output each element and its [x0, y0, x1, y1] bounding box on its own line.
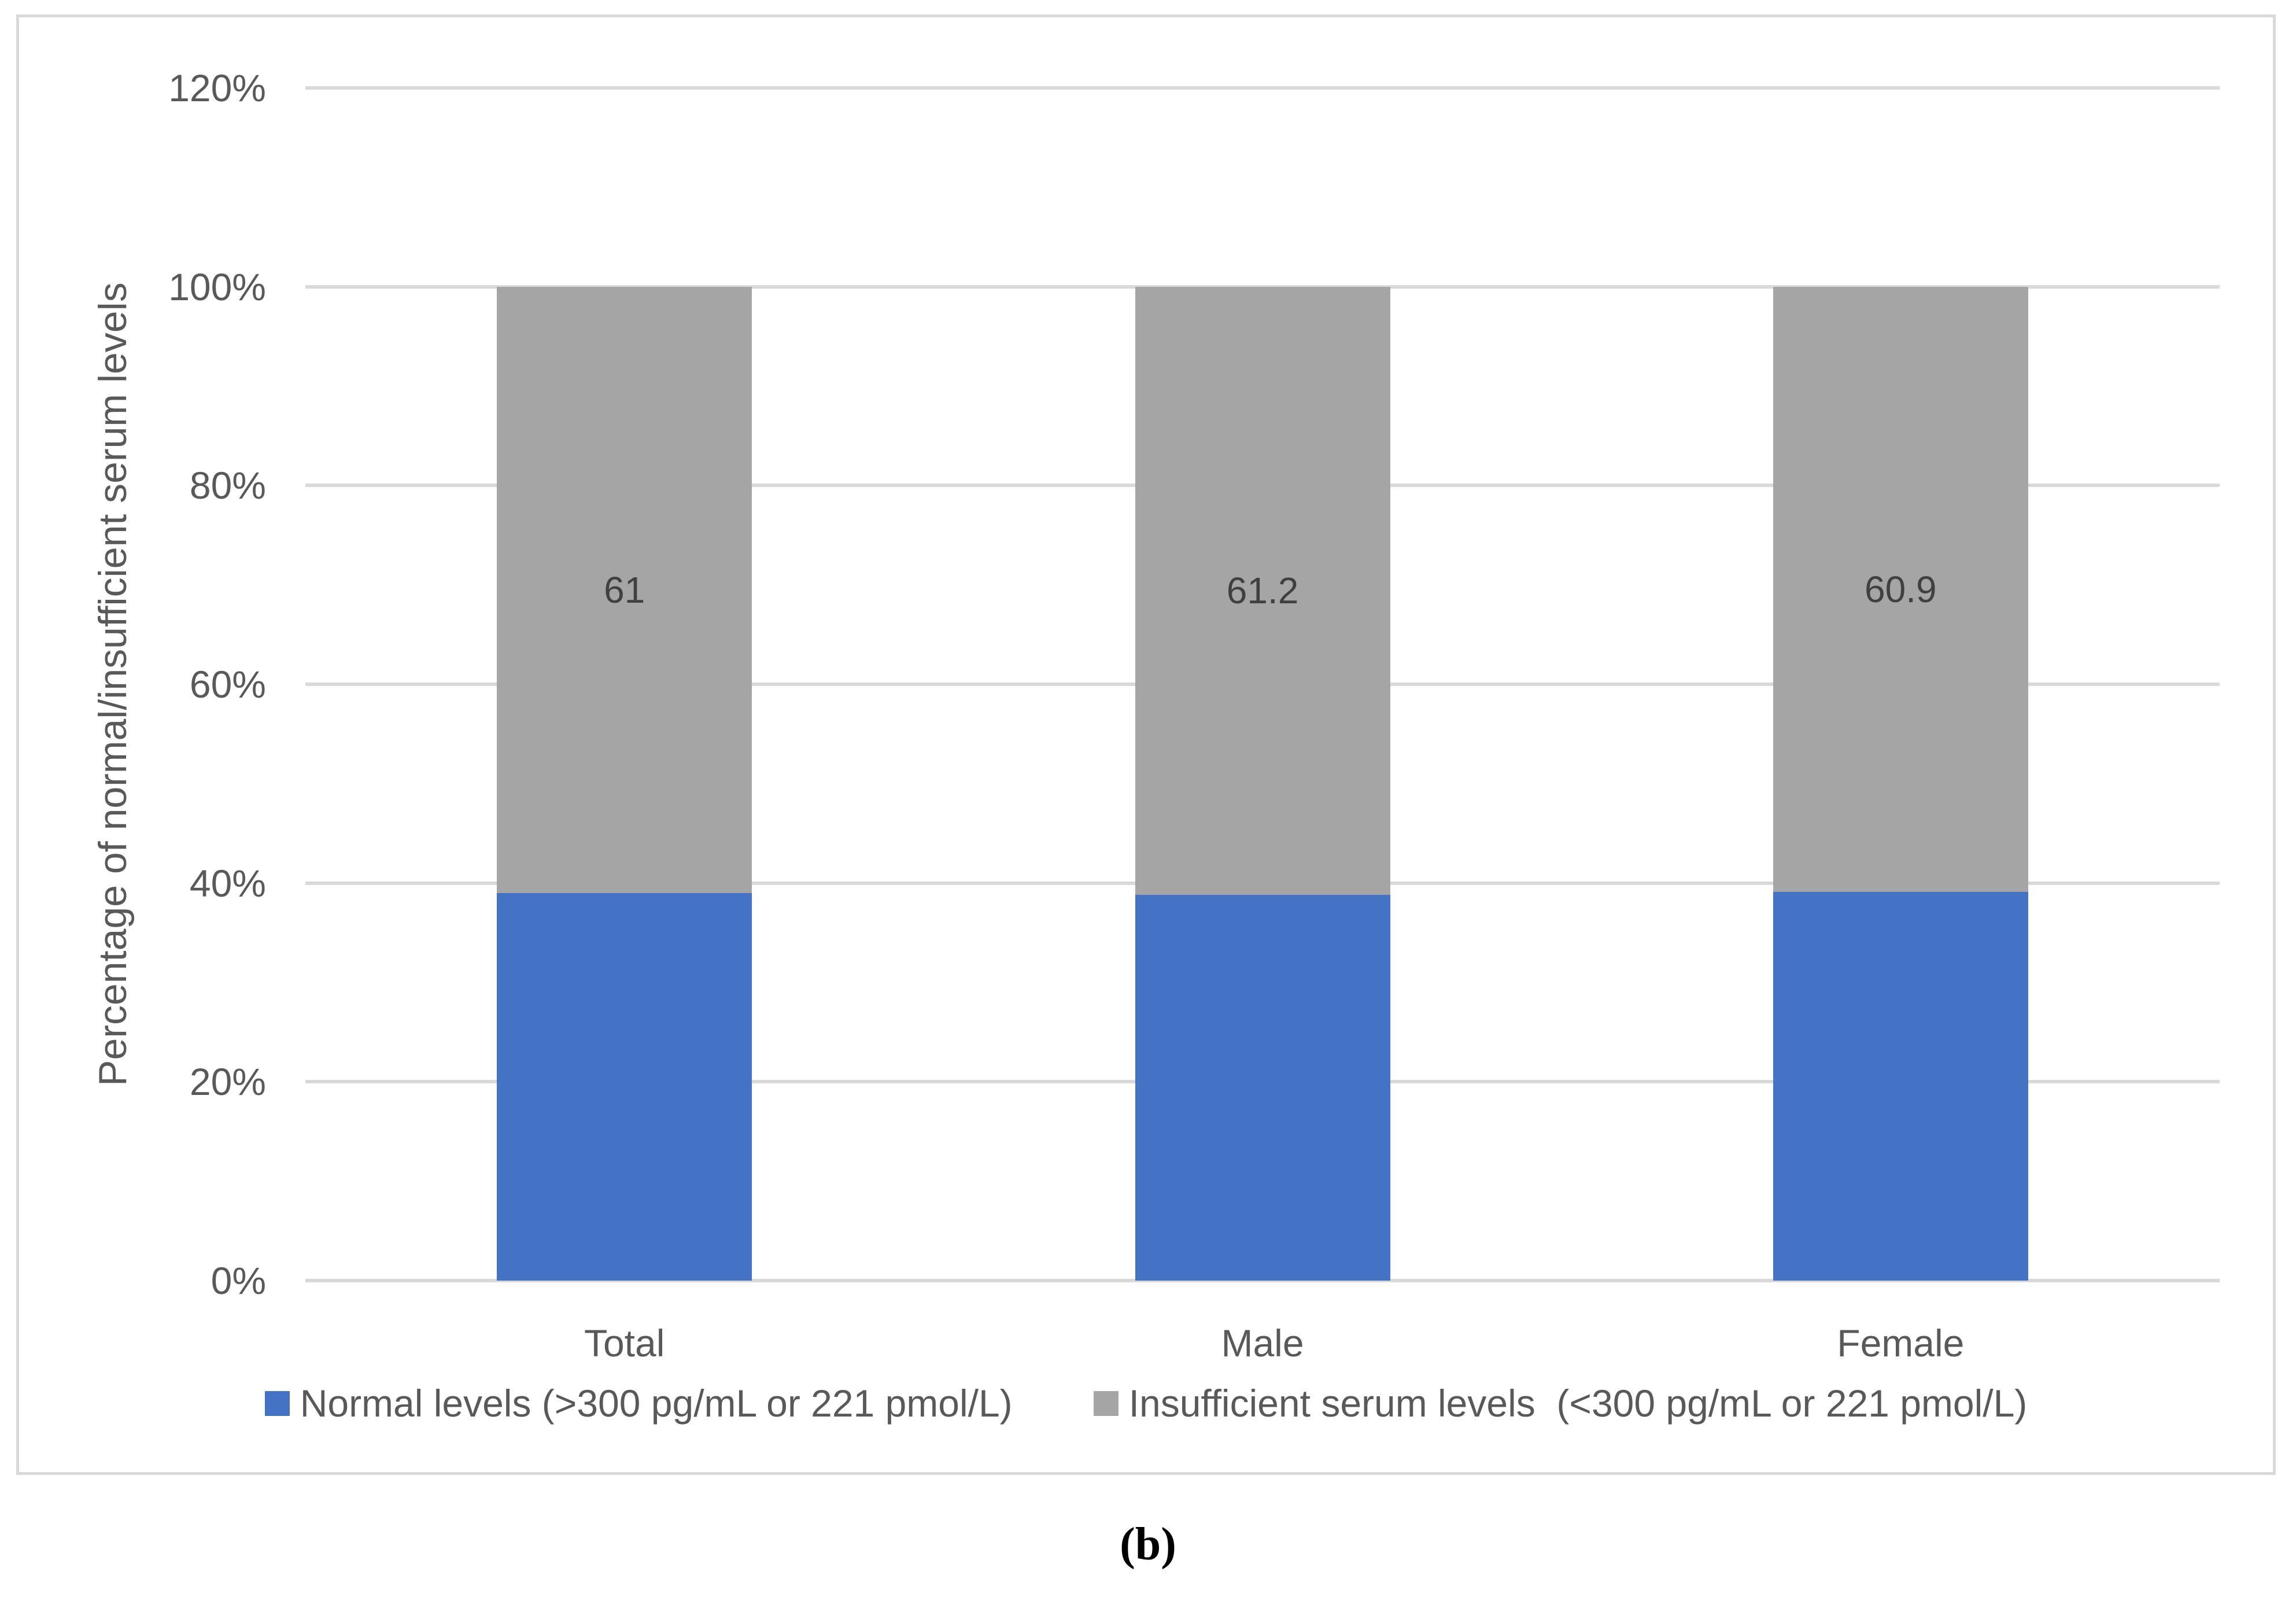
y-axis-tick-label: 0% — [211, 1259, 266, 1302]
bar-segment — [497, 286, 752, 893]
legend-label: Normal levels (>300 pg/mL or 221 pmol/L) — [300, 1382, 1013, 1425]
gridline — [305, 86, 2220, 90]
legend-label: Insufficient serum levels (<300 pg/mL or… — [1128, 1382, 2028, 1425]
plot-area: 0% 20% 40% 60% 80% 100% 120% 61 Total 61.2 Male 60.… — [168, 69, 2220, 1364]
figure-caption: (b) — [1120, 1519, 1176, 1570]
x-axis-category-label: Total — [584, 1322, 665, 1364]
bar-value-label: 61 — [604, 569, 645, 611]
bar-segment — [1135, 286, 1390, 895]
y-axis-tick-label: 80% — [189, 464, 266, 507]
x-axis-category-label: Female — [1837, 1322, 1965, 1364]
legend-swatch-icon — [1093, 1391, 1119, 1416]
bar-segment — [1135, 895, 1390, 1281]
bar-segment — [497, 892, 752, 1281]
y-axis-tick-label: 60% — [189, 663, 266, 706]
legend-item: Normal levels (>300 pg/mL or 221 pmol/L) — [264, 1381, 1013, 1425]
y-axis-tick-label: 40% — [189, 861, 266, 905]
legend-swatch-icon — [264, 1391, 290, 1416]
bar-value-label: 60.9 — [1865, 568, 1937, 610]
legend-item: Insufficient serum levels (<300 pg/mL or… — [1093, 1381, 2028, 1425]
gridline — [305, 1279, 2220, 1282]
y-axis-tick-label: 20% — [189, 1060, 266, 1104]
bar-value-label: 61.2 — [1226, 570, 1299, 612]
y-axis-tick-label: 100% — [168, 265, 266, 308]
legend: Normal levels (>300 pg/mL or 221 pmol/L)… — [16, 1381, 2276, 1425]
x-axis-category-label: Male — [1221, 1322, 1304, 1364]
y-axis-tick-label: 120% — [168, 67, 266, 109]
bar-segment — [1773, 892, 2028, 1281]
bar-segment — [1773, 286, 2028, 892]
